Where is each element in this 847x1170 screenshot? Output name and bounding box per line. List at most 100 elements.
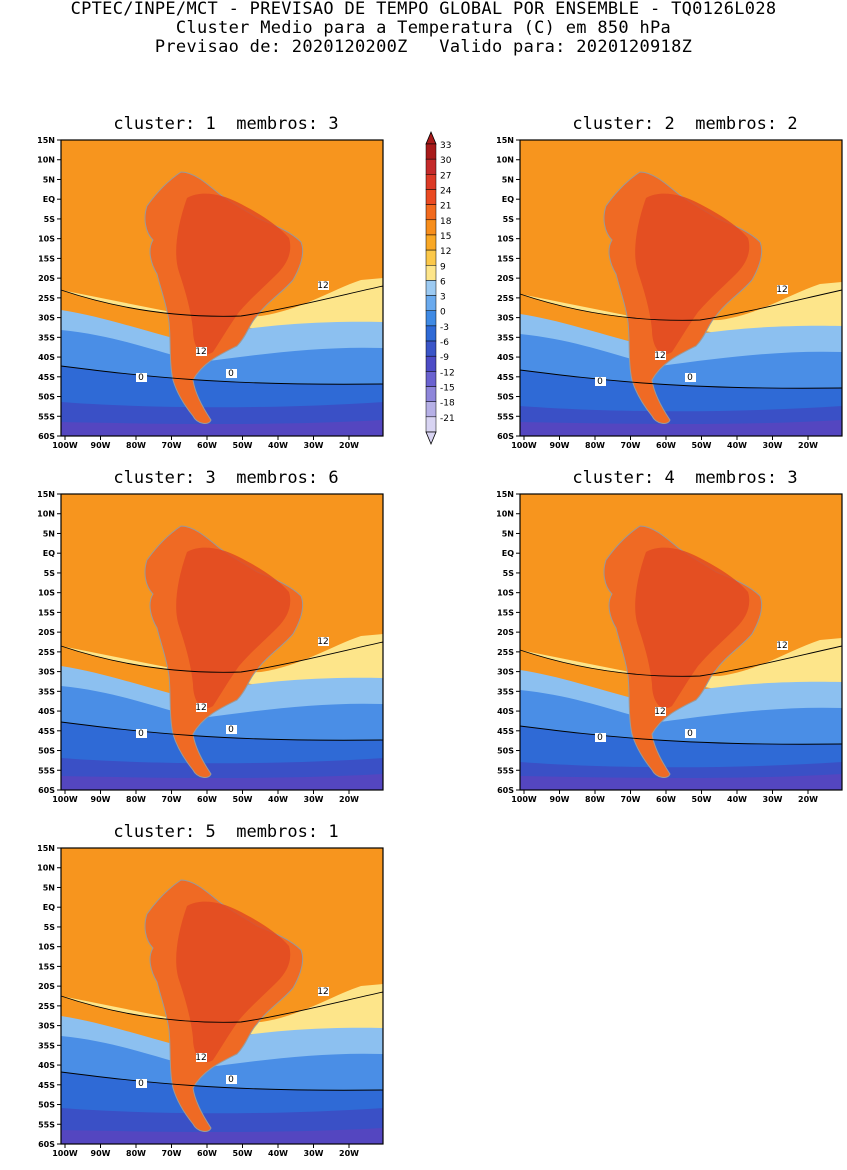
lon-label: 90W	[91, 441, 111, 450]
contour-label-box	[655, 707, 666, 716]
contour-label: 12	[654, 707, 665, 717]
lat-label: 35S	[38, 687, 55, 696]
lat-label: 5S	[44, 923, 56, 932]
panel-title: cluster: 3 membros: 6	[113, 468, 339, 488]
contour-label: 12	[317, 637, 328, 647]
contour-label-box	[685, 373, 696, 382]
lat-label: 5N	[43, 883, 55, 892]
colorbar-bottom-arrow	[425, 431, 437, 446]
lat-label: 60S	[38, 432, 55, 441]
lat-label: 15S	[38, 962, 55, 971]
lat-label: 5S	[503, 215, 515, 224]
lat-label: 25S	[38, 294, 55, 303]
lon-label: 40W	[268, 1149, 288, 1158]
violet-band	[61, 420, 383, 436]
isotherm-0-line	[60, 721, 384, 741]
contour-label: 12	[195, 1053, 206, 1063]
lat-label: 30S	[38, 668, 55, 677]
colorbar-swatch	[425, 401, 437, 418]
lat-label: 45S	[497, 373, 514, 382]
contour-label: 12	[317, 987, 328, 997]
map-plot-area: 12 12 0 0 15N 10N 5N EQ 5S 10S 15S 20S 25S 30S 35S 40S 4…	[496, 136, 843, 450]
lon-label: 50W	[233, 795, 253, 804]
contour-label-box	[196, 347, 207, 356]
map-panel-cluster-4: cluster: 4 membros: 3 12 12 0 0 15N 10N 5N EQ 5S…	[492, 468, 847, 813]
lon-label: 70W	[162, 795, 182, 804]
colorbar-label: -21	[440, 414, 455, 424]
lon-label: 80W	[126, 1149, 146, 1158]
lat-label: EQ	[43, 549, 55, 558]
contour-label-box	[318, 637, 329, 646]
lat-label: EQ	[43, 903, 55, 912]
lat-label: 5S	[44, 215, 56, 224]
lon-label: 40W	[268, 795, 288, 804]
title-block: CPTEC/INPE/MCT - PREVISAO DE TEMPO GLOBA…	[0, 0, 847, 57]
lon-label: 60W	[656, 795, 676, 804]
colorbar-label: -15	[440, 384, 455, 394]
lat-label: 60S	[497, 432, 514, 441]
isotherm-0-line	[519, 725, 843, 745]
lat-label: 10S	[497, 235, 514, 244]
lat-label: 45S	[497, 727, 514, 736]
contour-label-box	[685, 729, 696, 738]
lat-label: 20S	[38, 628, 55, 637]
contour-label: 0	[228, 725, 234, 735]
colorbar-label: 24	[440, 186, 452, 196]
colorbar-swatch	[425, 234, 437, 251]
lat-label: 30S	[497, 314, 514, 323]
colorbar-swatch	[425, 219, 437, 236]
lat-label: 5N	[502, 529, 514, 538]
lat-label: 55S	[497, 766, 514, 775]
lon-label: 40W	[727, 441, 747, 450]
lon-label: 80W	[126, 795, 146, 804]
lat-label: 30S	[38, 314, 55, 323]
lat-label: 20S	[497, 628, 514, 637]
contour-label-box	[226, 369, 237, 378]
yellow-band	[61, 634, 383, 693]
lon-label: 20W	[339, 441, 359, 450]
colorbar-label: 15	[440, 232, 451, 242]
yellow-band	[520, 638, 842, 697]
lat-label: 20S	[38, 274, 55, 283]
lon-label: 60W	[656, 441, 676, 450]
colorbar-swatch	[425, 249, 437, 266]
isotherm-0-line	[519, 369, 843, 389]
temperature-map: 12 12 0 0 15N 10N 5N EQ 5S 10S 15S 20S 25S 30S 35S 40S 4…	[496, 490, 843, 804]
contour-label-box	[136, 1079, 147, 1088]
lon-label: 100W	[52, 795, 78, 804]
lon-label: 80W	[126, 441, 146, 450]
map-frame	[519, 493, 843, 791]
lon-label: 60W	[197, 1149, 217, 1158]
lat-label: 60S	[497, 786, 514, 795]
map-plot-area: 12 12 0 0 15N 10N 5N EQ 5S 10S 15S 20S 25S 30S 35S 40S 4…	[496, 490, 843, 804]
lat-label: 50S	[38, 393, 55, 402]
lat-label: 60S	[38, 1140, 55, 1149]
yellow-band	[61, 984, 383, 1043]
lon-label: 30W	[304, 1149, 324, 1158]
lat-label: 45S	[38, 1081, 55, 1090]
isotherm-12-line	[60, 641, 384, 673]
map-panel-cluster-1: cluster: 1 membros: 3 12 12 0 0 15N 10N 5N EQ 5S…	[33, 114, 419, 459]
lat-label: 55S	[38, 1120, 55, 1129]
contour-label-box	[655, 351, 666, 360]
contour-label-box	[136, 373, 147, 382]
contour-label: 0	[687, 729, 693, 739]
map-frame	[60, 139, 384, 437]
map-panel-cluster-2: cluster: 2 membros: 2 12 12 0 0 15N 10N 5N EQ 5S…	[492, 114, 847, 459]
colorbar-swatch	[425, 295, 437, 311]
colorbar-label: -3	[440, 323, 449, 333]
colorbar-swatch	[425, 204, 437, 221]
contour-label: 12	[776, 641, 787, 651]
lat-label: 50S	[497, 747, 514, 756]
colorbar-swatch	[425, 340, 437, 357]
lon-label: 100W	[511, 795, 537, 804]
colorbar-swatch	[425, 158, 437, 175]
temperature-map: 12 12 0 0 15N 10N 5N EQ 5S 10S 15S 20S 25S 30S 35S 40S 4…	[37, 490, 384, 804]
panel-title: cluster: 5 membros: 1	[113, 822, 339, 842]
lat-label: 15N	[37, 136, 55, 145]
lat-label: 5N	[502, 175, 514, 184]
lon-label: 40W	[727, 795, 747, 804]
isotherm-0-line	[60, 1071, 384, 1091]
lon-label: 20W	[339, 795, 359, 804]
lat-label: 5S	[503, 569, 515, 578]
